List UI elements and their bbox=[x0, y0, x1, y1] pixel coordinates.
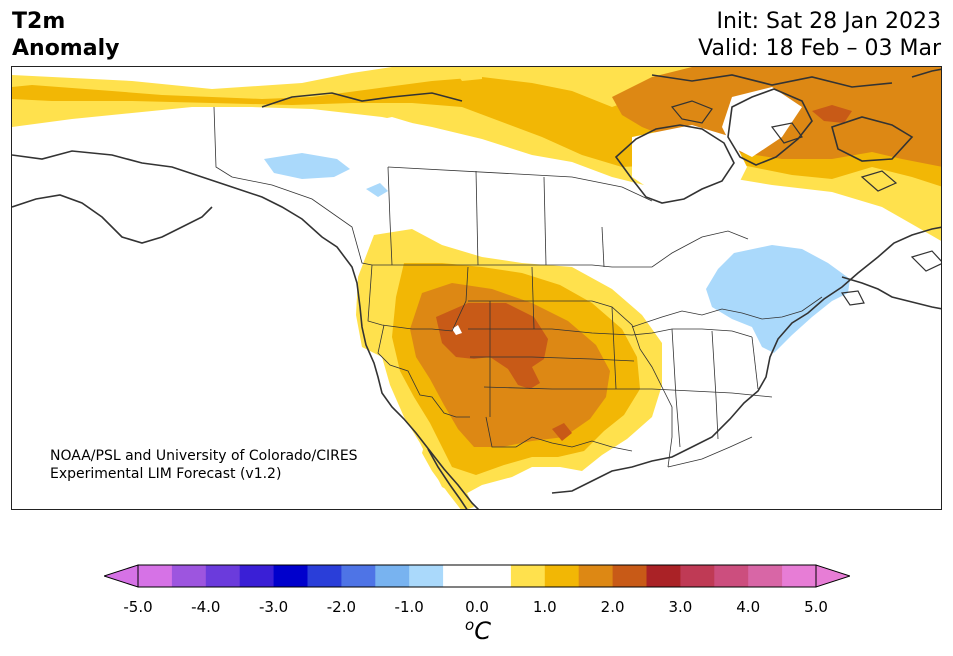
valid-period: Valid: 18 Feb – 03 Mar bbox=[698, 36, 941, 61]
anomaly-west-dark-spot bbox=[552, 423, 572, 441]
colorbar-cell bbox=[307, 565, 342, 587]
init-date: Init: Sat 28 Jan 2023 bbox=[716, 9, 941, 34]
colorbar-unit: oC bbox=[465, 616, 491, 645]
unit-symbol: C bbox=[474, 617, 491, 645]
credit-line-2: Experimental LIM Forecast (v1.2) bbox=[50, 466, 282, 482]
unit-superscript: o bbox=[465, 616, 475, 634]
colorbar-tick-label: -5.0 bbox=[123, 598, 153, 616]
colorbar-cell bbox=[341, 565, 376, 587]
colorbar-cell bbox=[680, 565, 715, 587]
map-title: T2m Anomaly bbox=[12, 8, 119, 62]
title-line-2: Anomaly bbox=[12, 36, 120, 61]
colorbar-cell bbox=[409, 565, 444, 587]
coastlines bbox=[12, 68, 941, 509]
colorbar-cell bbox=[510, 565, 546, 587]
colorbar-cell bbox=[239, 565, 275, 587]
anomaly-north-dark bbox=[812, 105, 852, 123]
colorbar-tick-label: -4.0 bbox=[191, 598, 221, 616]
colorbar-cell bbox=[138, 565, 173, 587]
colorbar-tick-label: -1.0 bbox=[394, 598, 424, 616]
colorbar-cell bbox=[748, 565, 783, 587]
colorbar-cell bbox=[443, 565, 478, 587]
anomaly-cold-canada-small bbox=[366, 183, 388, 197]
anomaly-west-dark-orange bbox=[436, 303, 548, 389]
forecast-dates: Init: Sat 28 Jan 2023 Valid: 18 Feb – 03… bbox=[698, 8, 941, 62]
colorbar bbox=[104, 564, 850, 588]
anomaly-map bbox=[12, 67, 941, 509]
neutral-arctic-strip bbox=[352, 117, 412, 131]
colorbar-tick-label: 1.0 bbox=[532, 598, 557, 616]
colorbar-tick-label: 4.0 bbox=[736, 598, 761, 616]
arctic-islands bbox=[670, 100, 941, 306]
colorbar-left-extend bbox=[104, 564, 139, 588]
colorbar-right-extend bbox=[815, 564, 850, 588]
credit-text: NOAA/PSL and University of Colorado/CIRE… bbox=[50, 447, 358, 483]
colorbar-cell bbox=[171, 565, 207, 587]
colorbar-tick-label: 5.0 bbox=[804, 598, 828, 616]
colorbar-cell bbox=[205, 565, 241, 587]
colorbar-cell bbox=[273, 565, 308, 587]
colorbar-cell bbox=[578, 565, 614, 587]
colorbar-tick-label: -3.0 bbox=[258, 598, 289, 616]
anomaly-cold-northeast bbox=[706, 245, 850, 353]
anomaly-cold-canada-west bbox=[264, 153, 350, 179]
title-line-1: T2m bbox=[12, 9, 66, 34]
credit-line-1: NOAA/PSL and University of Colorado/CIRE… bbox=[50, 448, 358, 464]
map-panel: NOAA/PSL and University of Colorado/CIRE… bbox=[11, 66, 942, 510]
colorbar-cells bbox=[138, 565, 817, 587]
colorbar-cell bbox=[714, 565, 749, 587]
colorbar-tick-label: -2.0 bbox=[326, 598, 357, 616]
colorbar-cell bbox=[375, 565, 410, 587]
colorbar-outline bbox=[137, 564, 817, 588]
colorbar-tick-label: 2.0 bbox=[600, 598, 625, 616]
colorbar-cell bbox=[477, 565, 512, 587]
colorbar-tick-label: 3.0 bbox=[668, 598, 693, 616]
anomaly-west-white-hole bbox=[452, 325, 462, 335]
colorbar-tick-label: 0.0 bbox=[465, 598, 489, 616]
neutral-hudson-bay bbox=[632, 125, 747, 207]
neutral-baffin bbox=[722, 87, 802, 157]
anomaly-north-pale-patch bbox=[452, 67, 482, 81]
colorbar-cell bbox=[612, 565, 647, 587]
colorbar-cell bbox=[544, 565, 580, 587]
political-borders bbox=[213, 106, 823, 468]
colorbar-cell bbox=[646, 565, 681, 587]
colorbar-cell bbox=[782, 565, 817, 587]
